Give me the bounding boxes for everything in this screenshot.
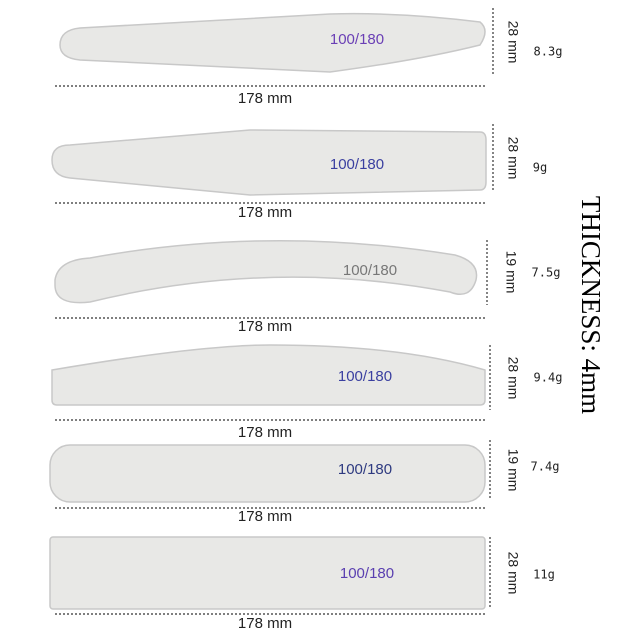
width-label: 19 mm <box>505 449 521 492</box>
grit-label: 100/180 <box>343 262 397 279</box>
width-label: 28 mm <box>505 137 521 180</box>
grit-label: 100/180 <box>338 368 392 385</box>
length-label: 178 mm <box>238 90 292 107</box>
grit-label: 100/180 <box>330 31 384 48</box>
nail-file <box>51 129 487 196</box>
weight-label: 11g <box>533 568 555 582</box>
width-label: 28 mm <box>505 21 521 64</box>
grit-label: 100/180 <box>330 156 384 173</box>
weight-label: 9g <box>533 161 547 175</box>
width-label: 19 mm <box>503 251 519 294</box>
length-label: 178 mm <box>238 424 292 441</box>
grit-label: 100/180 <box>340 565 394 582</box>
weight-label: 8.3g <box>534 45 563 59</box>
length-label: 178 mm <box>238 204 292 221</box>
weight-label: 7.4g <box>531 460 560 474</box>
length-label: 178 mm <box>238 318 292 335</box>
nail-file <box>49 536 486 610</box>
length-label: 178 mm <box>238 508 292 525</box>
nail-file <box>59 12 486 73</box>
nail-file <box>51 344 486 406</box>
width-label: 28 mm <box>505 357 521 400</box>
weight-label: 7.5g <box>532 266 561 280</box>
width-label: 28 mm <box>505 552 521 595</box>
nail-file <box>49 444 486 503</box>
thickness-label: THICKNESS: 4mm <box>576 196 606 414</box>
length-label: 178 mm <box>238 615 292 632</box>
nail-file <box>54 240 478 304</box>
grit-label: 100/180 <box>338 461 392 478</box>
weight-label: 9.4g <box>534 371 563 385</box>
